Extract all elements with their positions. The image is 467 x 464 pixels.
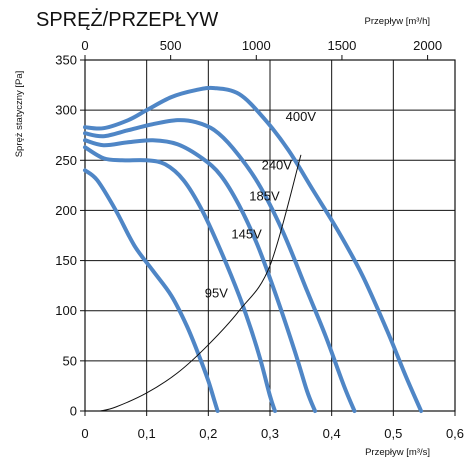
series-line-185v [83, 138, 318, 413]
series-line-240v [83, 118, 357, 413]
curve-label-145v: 145V [231, 227, 262, 242]
x-tick-label: 0,3 [261, 426, 279, 441]
x-tick-label: 0,1 [138, 426, 156, 441]
x-tick-label: 0,5 [384, 426, 402, 441]
curve-label-95v: 95V [205, 286, 228, 301]
y-axis-label: Spręż statyczny [Pa] [14, 71, 25, 158]
curve-label-185v: 185V [249, 188, 280, 203]
y-tick-label: 250 [55, 153, 77, 168]
x-axis-label-top: Przepływ [m³/h] [365, 16, 430, 27]
series-layer [83, 85, 424, 413]
series-line-400v [83, 85, 424, 413]
curve-label-400v: 400V [286, 109, 317, 124]
curve-label-240v: 240V [262, 157, 293, 172]
x-tick-label: 0,2 [199, 426, 217, 441]
series-line-145v [83, 145, 277, 413]
chart-title: SPRĘŻ/PRZEPŁYW [36, 8, 218, 31]
x-axis-label-bottom: Przepływ [m³/s] [365, 447, 430, 458]
y-tick-label: 300 [55, 103, 77, 118]
x-top-tick-label: 500 [160, 38, 182, 53]
y-tick-label: 100 [55, 303, 77, 318]
x-tick-label: 0,4 [323, 426, 341, 441]
y-tick-label: 350 [55, 53, 77, 68]
y-tick-label: 150 [55, 253, 77, 268]
curve-label-layer: 95V 145V 185V 240V 400V [205, 109, 317, 301]
x-top-tick-label: 1500 [327, 38, 356, 53]
x-top-tick-label: 2000 [413, 38, 442, 53]
series-line-95v [83, 168, 220, 413]
system-curve-line [99, 154, 302, 412]
x-tick-label: 0 [81, 426, 88, 441]
x-top-tick-label: 1000 [242, 38, 271, 53]
x-top-tick-label: 0 [81, 38, 88, 53]
x-tick-label: 0,6 [446, 426, 464, 441]
y-tick-label: 200 [55, 203, 77, 218]
y-tick-label: 0 [70, 404, 77, 419]
tick-label-layer: 0 0,1 0,2 0,3 0,4 0,5 0,6 0 500 1000 1500 2000 0 50 10… [55, 38, 464, 441]
y-tick-label: 50 [63, 353, 77, 368]
axis-layer [80, 55, 456, 416]
